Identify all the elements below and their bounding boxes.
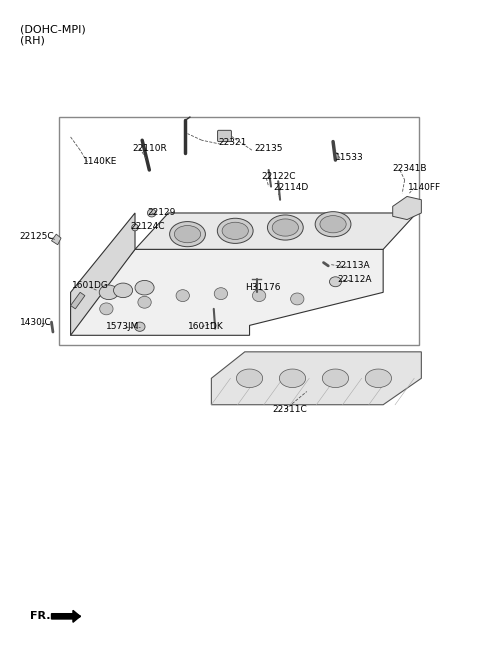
FancyArrow shape [51,610,80,622]
Ellipse shape [176,290,190,301]
Polygon shape [71,250,383,335]
Polygon shape [211,352,421,405]
Ellipse shape [279,369,306,388]
Ellipse shape [174,226,201,243]
Text: (DOHC-MPI): (DOHC-MPI) [21,25,86,35]
Text: FR.: FR. [30,612,50,622]
Ellipse shape [222,222,248,240]
Ellipse shape [100,303,113,315]
Ellipse shape [217,218,253,244]
Ellipse shape [252,290,266,301]
Ellipse shape [135,280,154,295]
Ellipse shape [138,296,151,308]
Polygon shape [71,292,85,309]
Text: 22110R: 22110R [132,143,168,153]
Bar [59,117,419,345]
Polygon shape [51,234,61,245]
Ellipse shape [315,212,351,237]
Text: 22125C: 22125C [20,232,54,240]
Text: 1601DG: 1601DG [72,282,109,290]
Ellipse shape [214,288,228,299]
Text: 1601DK: 1601DK [188,322,223,331]
Text: 1430JC: 1430JC [20,317,51,327]
Ellipse shape [320,216,346,233]
Text: 22311C: 22311C [273,405,307,414]
Text: 1140KE: 1140KE [83,157,117,166]
Text: 22129: 22129 [147,208,175,218]
Text: H31176: H31176 [245,283,280,291]
Ellipse shape [329,277,341,287]
Text: 22341B: 22341B [393,163,427,173]
Text: 22114D: 22114D [274,183,309,193]
Polygon shape [393,197,421,220]
Text: 22122C: 22122C [262,172,296,181]
Text: 1140FF: 1140FF [408,183,441,193]
Ellipse shape [169,222,205,247]
Text: 22124C: 22124C [130,222,165,230]
Ellipse shape [365,369,392,388]
Ellipse shape [290,293,304,305]
Text: 22113A: 22113A [336,262,370,270]
FancyBboxPatch shape [217,130,231,141]
Polygon shape [135,213,417,250]
Ellipse shape [99,285,118,299]
Ellipse shape [323,369,348,388]
Ellipse shape [272,219,299,236]
Text: 22135: 22135 [254,144,283,153]
Text: 22321: 22321 [218,138,247,147]
Ellipse shape [134,322,145,331]
Text: (RH): (RH) [21,36,45,46]
Ellipse shape [132,224,138,231]
Ellipse shape [267,215,303,240]
Text: 11533: 11533 [336,153,364,162]
Text: 22112A: 22112A [338,275,372,284]
Ellipse shape [237,369,263,388]
Polygon shape [71,213,135,335]
Text: 1573JM: 1573JM [107,322,140,331]
Ellipse shape [114,283,132,297]
Ellipse shape [147,209,156,217]
